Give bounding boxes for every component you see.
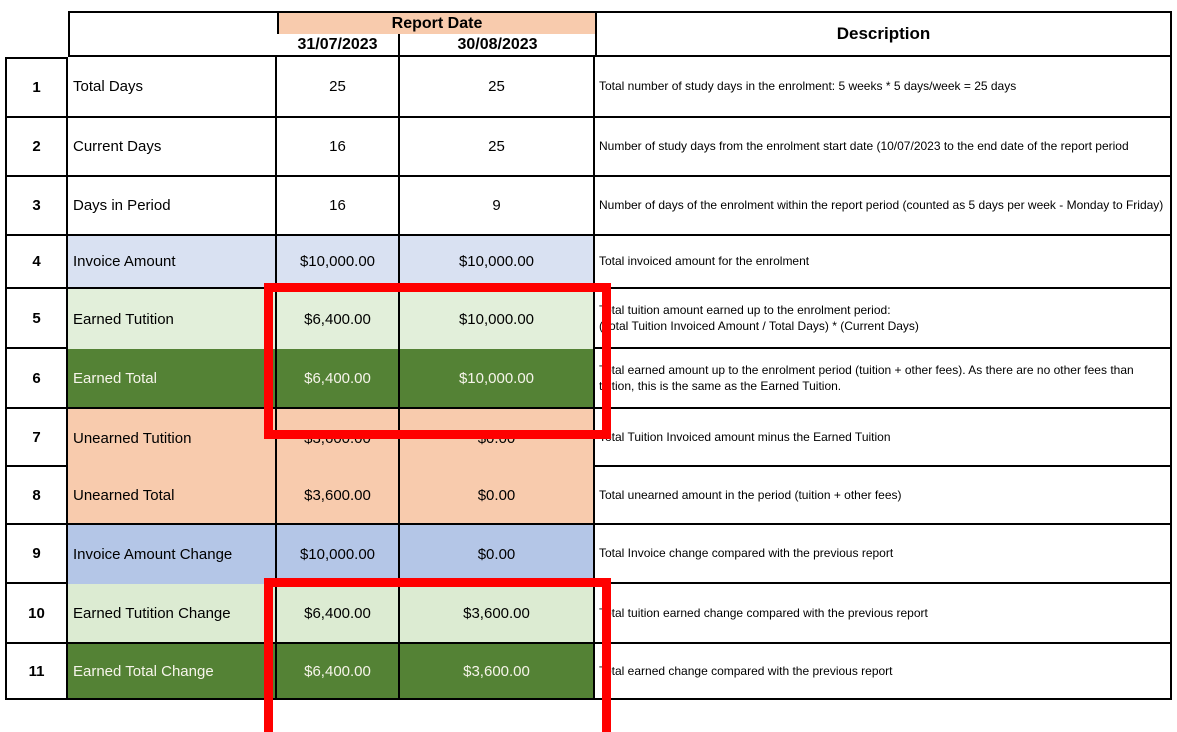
value-col1: 16: [277, 118, 400, 177]
row-description: Total invoiced amount for the enrolment: [595, 236, 1172, 289]
value-col1: $6,400.00: [277, 349, 400, 409]
row-description: Total tuition earned change compared wit…: [595, 584, 1172, 644]
row-number: 11: [5, 644, 68, 700]
row-label: Total Days: [68, 57, 277, 118]
value-col2: $0.00: [400, 467, 595, 525]
row-label: Earned Total: [68, 349, 277, 409]
value-col1: $10,000.00: [277, 236, 400, 289]
value-col1: $6,400.00: [277, 584, 400, 644]
row-description: Total tuition amount earned up to the en…: [595, 289, 1172, 349]
row-number: 3: [5, 177, 68, 236]
value-col2: $3,600.00: [400, 584, 595, 644]
row-number: 6: [5, 349, 68, 409]
row-label: Invoice Amount Change: [68, 525, 277, 584]
row-number: 8: [5, 467, 68, 525]
value-col1: $6,400.00: [277, 289, 400, 349]
value-col2: $10,000.00: [400, 349, 595, 409]
value-col1: $3,600.00: [277, 467, 400, 525]
row-number: 7: [5, 409, 68, 467]
value-col2: $10,000.00: [400, 289, 595, 349]
row-number: 10: [5, 584, 68, 644]
row-description: Total number of study days in the enrolm…: [595, 57, 1172, 118]
row-description: Total Invoice change compared with the p…: [595, 525, 1172, 584]
row-description: Total earned change compared with the pr…: [595, 644, 1172, 700]
description-header: Description: [595, 11, 1172, 57]
row-label: Days in Period: [68, 177, 277, 236]
row-number: 9: [5, 525, 68, 584]
row-label: Earned Tutition: [68, 289, 277, 349]
row-label: Earned Total Change: [68, 644, 277, 700]
report-date-header: Report Date: [277, 11, 595, 34]
value-col2: 25: [400, 57, 595, 118]
value-col1: $10,000.00: [277, 525, 400, 584]
row-description: Number of study days from the enrolment …: [595, 118, 1172, 177]
row-label: Earned Tutition Change: [68, 584, 277, 644]
value-col2: $10,000.00: [400, 236, 595, 289]
header-spacer: [5, 34, 68, 57]
row-label: Invoice Amount: [68, 236, 277, 289]
value-col1: $3,600.00: [277, 409, 400, 467]
row-number: 4: [5, 236, 68, 289]
value-col2: 25: [400, 118, 595, 177]
value-col2: $3,600.00: [400, 644, 595, 700]
row-number: 1: [5, 57, 68, 118]
row-description: Total earned amount up to the enrolment …: [595, 349, 1172, 409]
row-label: Unearned Tutition: [68, 409, 277, 467]
row-label: Current Days: [68, 118, 277, 177]
value-col1: 16: [277, 177, 400, 236]
header-label-cell-top: [68, 11, 277, 34]
row-description: Total unearned amount in the period (tui…: [595, 467, 1172, 525]
value-col2: $0.00: [400, 409, 595, 467]
row-number: 2: [5, 118, 68, 177]
value-col2: 9: [400, 177, 595, 236]
header-label-cell-bottom: [68, 34, 277, 57]
report-date-column-1: 31/07/2023: [277, 34, 400, 57]
value-col1: 25: [277, 57, 400, 118]
report-date-column-2: 30/08/2023: [400, 34, 595, 57]
row-number: 5: [5, 289, 68, 349]
row-description: Number of days of the enrolment within t…: [595, 177, 1172, 236]
value-col2: $0.00: [400, 525, 595, 584]
value-col1: $6,400.00: [277, 644, 400, 700]
report-table: Report Date Description 31/07/2023 30/08…: [5, 11, 1172, 700]
header-spacer: [5, 11, 68, 34]
row-label: Unearned Total: [68, 467, 277, 525]
row-description: Total Tuition Invoiced amount minus the …: [595, 409, 1172, 467]
